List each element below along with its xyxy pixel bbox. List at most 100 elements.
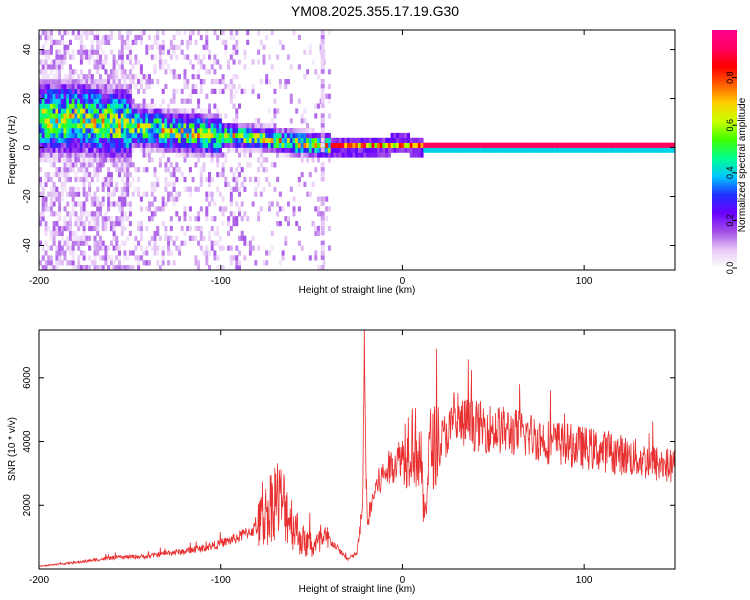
spectrogram-cell bbox=[238, 147, 241, 153]
spectrogram-cell bbox=[104, 79, 108, 85]
spectrogram-cell bbox=[546, 142, 549, 148]
spectrogram-cell bbox=[128, 88, 132, 94]
spectrogram-cell bbox=[268, 137, 271, 143]
spectrogram-cell bbox=[289, 64, 293, 70]
spectrogram-cell bbox=[85, 113, 89, 119]
spectrogram-cell bbox=[180, 137, 184, 143]
spectrogram-cell bbox=[47, 98, 51, 104]
spectrogram-cell bbox=[77, 240, 81, 246]
spectrogram-cell bbox=[93, 137, 97, 143]
spectrogram-cell bbox=[49, 98, 53, 104]
spectrogram-cell bbox=[49, 64, 53, 70]
spectrogram-cell bbox=[88, 59, 92, 65]
spectrogram-cell bbox=[139, 255, 143, 261]
spectrogram-cell bbox=[112, 108, 116, 114]
spectrogram-cell bbox=[314, 147, 318, 153]
spectrogram-cell bbox=[320, 123, 325, 128]
spectrogram-cell bbox=[58, 132, 62, 139]
spectrogram-cell bbox=[66, 152, 70, 158]
spectrogram-cell bbox=[205, 211, 209, 217]
spectrogram-cell bbox=[107, 201, 111, 207]
spectrogram-cell bbox=[180, 88, 184, 94]
spectrogram-cell bbox=[90, 49, 94, 55]
spectrogram-cell bbox=[320, 230, 325, 236]
spectrogram-cell bbox=[99, 162, 102, 168]
spectrogram-cell bbox=[423, 147, 427, 153]
spectrogram-cell bbox=[96, 206, 100, 212]
spectrogram-cell bbox=[197, 98, 201, 104]
spectrogram-cell bbox=[229, 54, 233, 60]
spectrogram-cell bbox=[235, 255, 239, 261]
spectrogram-cell bbox=[194, 186, 198, 192]
spectrogram-cell bbox=[197, 260, 201, 266]
spectrogram-cell bbox=[287, 216, 290, 222]
spectrogram-cell bbox=[259, 128, 263, 134]
spectrogram-cell bbox=[101, 88, 105, 94]
spectrogram-cell bbox=[99, 54, 102, 60]
spectrogram-cell bbox=[499, 142, 503, 148]
spectrogram-cell bbox=[175, 74, 179, 80]
spectrogram-cell bbox=[120, 74, 124, 80]
spectrogram-cell bbox=[341, 142, 345, 148]
spectrogram-cell bbox=[44, 172, 48, 178]
spectrogram-cell bbox=[60, 191, 64, 197]
spectrogram-cell bbox=[66, 79, 70, 85]
spectrogram-cell bbox=[49, 69, 53, 75]
spectrogram-cell bbox=[88, 54, 92, 60]
spectrogram-cell bbox=[259, 137, 263, 143]
spectrogram-cell bbox=[439, 142, 443, 148]
spectrogram-cell bbox=[270, 123, 274, 129]
spectrogram-cell bbox=[66, 49, 70, 55]
spectrogram-cell bbox=[82, 128, 86, 134]
spectrogram-cell bbox=[47, 245, 51, 251]
spectrogram-cell bbox=[235, 142, 239, 148]
spectrogram-cell bbox=[259, 191, 263, 197]
spectrogram-cell bbox=[221, 30, 225, 36]
spectrogram-cell bbox=[262, 142, 266, 148]
spectrogram-cell bbox=[77, 128, 81, 134]
spectrogram-cell bbox=[93, 132, 97, 139]
spectrogram-cell bbox=[39, 216, 42, 222]
spectrogram-cell bbox=[641, 147, 645, 153]
spectrogram-cell bbox=[71, 201, 75, 207]
spectrogram-cell bbox=[58, 157, 62, 163]
spectrogram-cell bbox=[213, 152, 217, 158]
spectrogram-cell bbox=[183, 147, 187, 153]
spectrogram-cell bbox=[257, 123, 261, 129]
spectrogram-cell bbox=[101, 265, 105, 270]
spectrogram-cell bbox=[551, 147, 555, 153]
spectrogram-cell bbox=[270, 162, 274, 168]
spectrogram-cell bbox=[55, 225, 59, 232]
spectrogram-cell bbox=[107, 137, 111, 143]
spectrogram-cell bbox=[44, 30, 48, 36]
spectrogram-cell bbox=[289, 132, 293, 139]
x-tick-label: 100 bbox=[576, 575, 593, 586]
spectrogram-cell bbox=[205, 260, 209, 266]
spectrogram-cell bbox=[630, 142, 634, 148]
spectrogram-cell bbox=[287, 221, 290, 227]
spectrogram-cell bbox=[71, 128, 75, 134]
spectrogram-cell bbox=[221, 245, 225, 251]
spectrogram-cell bbox=[210, 157, 214, 163]
spectrogram-cell bbox=[58, 137, 62, 143]
spectrogram-cell bbox=[44, 64, 48, 70]
spectrogram-cell bbox=[90, 79, 94, 85]
spectrogram-cell bbox=[66, 191, 70, 197]
spectrogram-cell bbox=[191, 123, 195, 129]
spectrogram-cell bbox=[96, 93, 100, 99]
spectrogram-cell bbox=[186, 225, 190, 232]
spectrogram-cell bbox=[79, 240, 83, 246]
spectrogram-cell bbox=[88, 225, 92, 232]
spectrogram-cell bbox=[248, 132, 252, 139]
colorbar-ticks: 0.00.20.40.60.8 bbox=[725, 71, 737, 274]
spectrogram-cell bbox=[387, 142, 391, 148]
spectrogram-cell bbox=[229, 30, 233, 36]
spectrogram-cell bbox=[208, 191, 211, 197]
spectrogram-cell bbox=[385, 142, 389, 148]
spectrogram-cell bbox=[180, 113, 184, 119]
spectrogram-cell bbox=[317, 230, 320, 236]
spectrogram-cell bbox=[88, 211, 92, 217]
spectrogram-cell bbox=[608, 147, 612, 153]
colorbar-tick-label: 0.0 bbox=[725, 262, 735, 275]
spectrogram-cell bbox=[71, 230, 75, 236]
